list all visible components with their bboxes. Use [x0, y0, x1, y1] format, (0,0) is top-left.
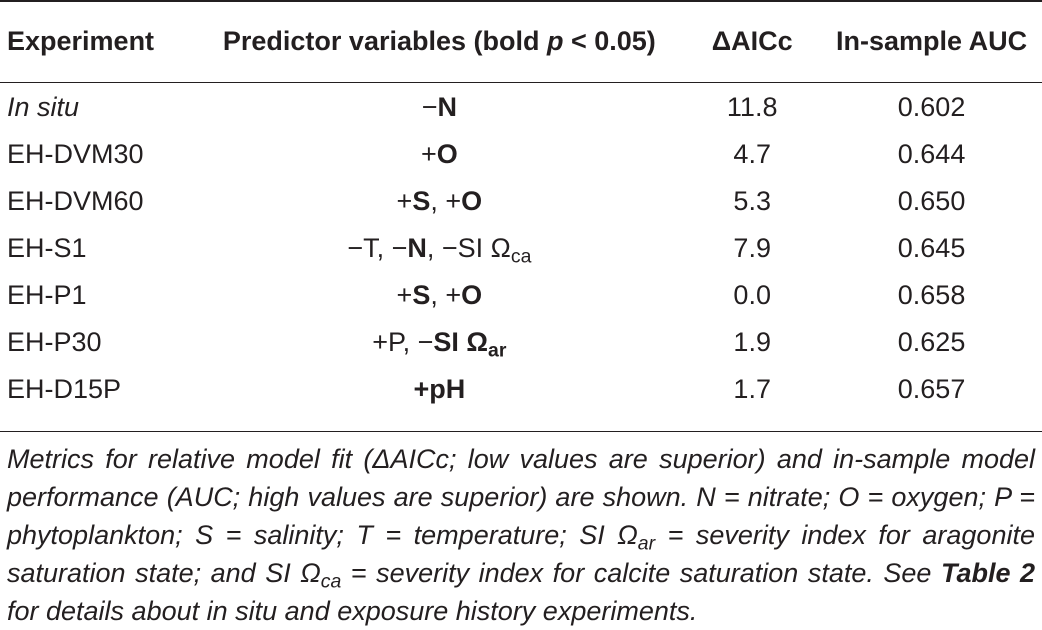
predictor-segment: ar [488, 339, 507, 362]
caption-segment: = severity index for aragonite saturatio… [7, 520, 1035, 588]
table-row: EH-S1 −T, −N, −SI Ωca 7.9 0.645 [0, 225, 1042, 272]
cell-experiment: EH-DVM60 [7, 186, 144, 216]
cell-daicc: 0.0 [733, 280, 771, 310]
cell-experiment: EH-DVM30 [7, 139, 144, 169]
predictor-segment: O [461, 186, 483, 216]
cell-experiment: In situ [7, 92, 80, 122]
caption-text: Metrics for relative model fit (ΔAICc; l… [7, 440, 1035, 630]
header-row: Experiment Predictor variables (bold p <… [0, 0, 1042, 82]
caption-segment: Table 2 [940, 558, 1035, 588]
predictor-segment: S [412, 280, 431, 310]
header-predictor: Predictor variables (bold p < 0.05) [195, 0, 683, 82]
table-row: In situ −N 11.8 0.602 [0, 82, 1042, 131]
caption-segment: ca [320, 570, 342, 593]
table-row: EH-DVM30 +O 4.7 0.644 [0, 131, 1042, 178]
header-daicc: ΔAICc [711, 25, 793, 56]
cell-experiment: EH-P1 [7, 280, 87, 310]
table-row: EH-P1 +S, +O 0.0 0.658 [0, 272, 1042, 319]
cell-predictor: +S, +O [195, 272, 683, 319]
table-caption: Metrics for relative model fit (ΔAICc; l… [7, 440, 1035, 630]
cell-daicc: 4.7 [733, 139, 771, 169]
cell-daicc: 1.9 [733, 327, 771, 357]
cell-auc: 0.645 [897, 233, 966, 263]
predictor-segment: +pH [413, 374, 466, 404]
predictor-segment: SI Ω [433, 327, 489, 357]
cell-auc: 0.657 [897, 374, 966, 404]
cell-daicc: 11.8 [726, 92, 778, 122]
header-predictor-p: p [546, 25, 564, 56]
header-predictor-text: Predictor variables (bold [222, 25, 547, 56]
caption-segment: = severity index for calcite saturation … [341, 558, 941, 588]
top-rule [0, 0, 1042, 2]
table-row: EH-DVM60 +S, +O 5.3 0.650 [0, 178, 1042, 225]
table-row: EH-D15P +pH 1.7 0.657 [0, 366, 1042, 413]
header-auc: In-sample AUC [836, 25, 1028, 56]
predictor-segment: −T, − [347, 233, 408, 263]
cell-experiment: EH-P30 [7, 327, 102, 357]
cell-predictor: +P, −SI Ωar [195, 319, 683, 366]
cell-auc: 0.602 [897, 92, 966, 122]
predictor-segment: + [420, 139, 437, 169]
caption-segment: Metrics for relative model fit (ΔAICc; l… [7, 444, 1035, 550]
predictor-segment: +P, − [372, 327, 434, 357]
predictor-segment: N [407, 233, 427, 263]
cell-predictor: −N [195, 82, 683, 131]
cell-auc: 0.625 [897, 327, 966, 357]
table-body: In situ −N 11.8 0.602 EH-DVM30 +O 4.7 0.644 EH-D… [0, 82, 1042, 413]
predictor-segment: + [396, 280, 413, 310]
cell-experiment: EH-S1 [7, 233, 87, 263]
predictor-segment: O [436, 139, 458, 169]
predictor-segment: N [437, 92, 457, 122]
predictor-segment: , + [430, 280, 462, 310]
cell-predictor: +pH [195, 366, 683, 413]
cell-daicc: 1.7 [733, 374, 771, 404]
predictor-segment: − [421, 92, 438, 122]
caption-segment: for details about in situ and exposure h… [7, 596, 698, 626]
cell-predictor: +S, +O [195, 178, 683, 225]
caption-segment: ar [637, 532, 656, 555]
bottom-rule [0, 431, 1042, 432]
cell-daicc: 7.9 [733, 233, 771, 263]
predictor-segment: , + [430, 186, 462, 216]
cell-auc: 0.658 [897, 280, 966, 310]
cell-predictor: +O [195, 131, 683, 178]
predictor-segment: S [412, 186, 431, 216]
cell-auc: 0.650 [897, 186, 966, 216]
predictor-segment: ca [510, 245, 532, 268]
predictor-segment: , −SI Ω [426, 233, 511, 263]
cell-auc: 0.644 [897, 139, 966, 169]
predictor-segment: + [396, 186, 413, 216]
cell-experiment: EH-D15P [7, 374, 122, 404]
results-table: Experiment Predictor variables (bold p <… [0, 0, 1042, 413]
header-experiment: Experiment [7, 25, 155, 56]
predictor-segment: O [461, 280, 483, 310]
header-predictor-tail: < 0.05) [563, 25, 656, 56]
table-row: EH-P30 +P, −SI Ωar 1.9 0.625 [0, 319, 1042, 366]
cell-daicc: 5.3 [733, 186, 771, 216]
header-rule [0, 82, 1042, 83]
cell-predictor: −T, −N, −SI Ωca [195, 225, 683, 272]
